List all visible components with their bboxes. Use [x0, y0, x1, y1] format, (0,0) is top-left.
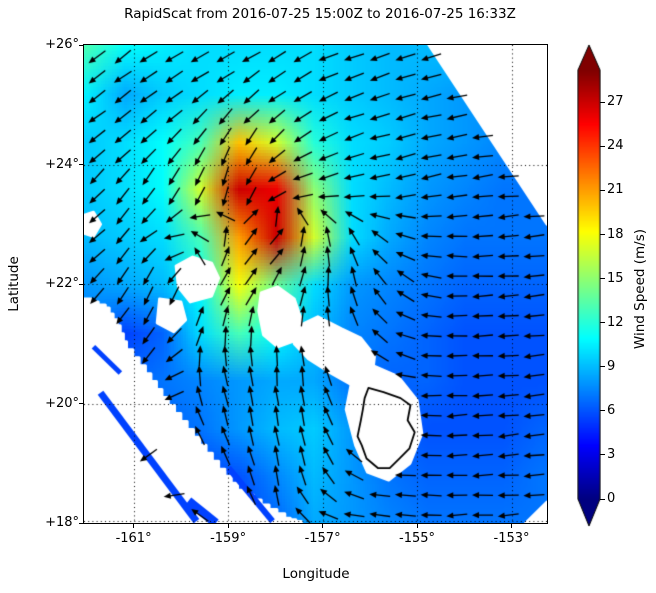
y-tick-label: +22°	[45, 276, 79, 291]
y-tick-label: +26°	[45, 37, 79, 52]
y-tick	[79, 522, 83, 524]
colorbar-tick	[600, 189, 605, 191]
colorbar-tick	[600, 498, 605, 500]
y-tick	[79, 403, 83, 404]
y-tick-label: +20°	[45, 395, 79, 411]
colorbar-tick	[600, 278, 605, 280]
x-tick-label: -161°	[115, 531, 152, 546]
x-tick-label: -153°	[493, 531, 530, 546]
chart-title: RapidScat from 2016-07-25 15:00Z to 2016…	[124, 6, 516, 22]
x-tick	[133, 524, 135, 528]
y-tick-label: +18°	[45, 515, 79, 530]
colorbar-tick-label: 12	[607, 314, 624, 330]
y-tick	[79, 164, 83, 165]
x-tick	[416, 524, 418, 528]
colorbar-tick-label: 21	[607, 182, 624, 198]
x-tick	[322, 524, 324, 528]
colorbar-tick	[600, 410, 605, 412]
colorbar-tick	[600, 101, 605, 103]
colorbar-tick-label: 9	[607, 358, 616, 374]
colorbar-tick-label: 18	[607, 226, 624, 242]
x-tick	[511, 524, 513, 528]
y-tick	[79, 44, 83, 46]
colorbar-tick	[600, 454, 605, 456]
wind-speed-map	[83, 44, 548, 524]
x-tick-label: -155°	[399, 531, 436, 546]
colorbar	[577, 44, 601, 528]
x-tick-label: -159°	[210, 531, 247, 546]
colorbar-tick	[600, 234, 605, 236]
x-tick-label: -157°	[304, 531, 341, 546]
colorbar-tick-label: 3	[607, 446, 616, 462]
x-tick	[227, 524, 229, 528]
y-tick	[79, 283, 83, 285]
colorbar-tick-label: 0	[607, 491, 616, 506]
colorbar-tick	[600, 145, 605, 147]
colorbar-tick	[600, 322, 605, 324]
colorbar-tick-label: 24	[607, 138, 624, 154]
x-axis-label: Longitude	[282, 566, 350, 582]
colorbar-tick-label: 6	[607, 402, 616, 418]
colorbar-tick	[600, 366, 605, 368]
y-tick-label: +24°	[45, 156, 79, 172]
colorbar-tick-label: 27	[607, 94, 624, 110]
colorbar-tick-label: 15	[607, 270, 624, 286]
